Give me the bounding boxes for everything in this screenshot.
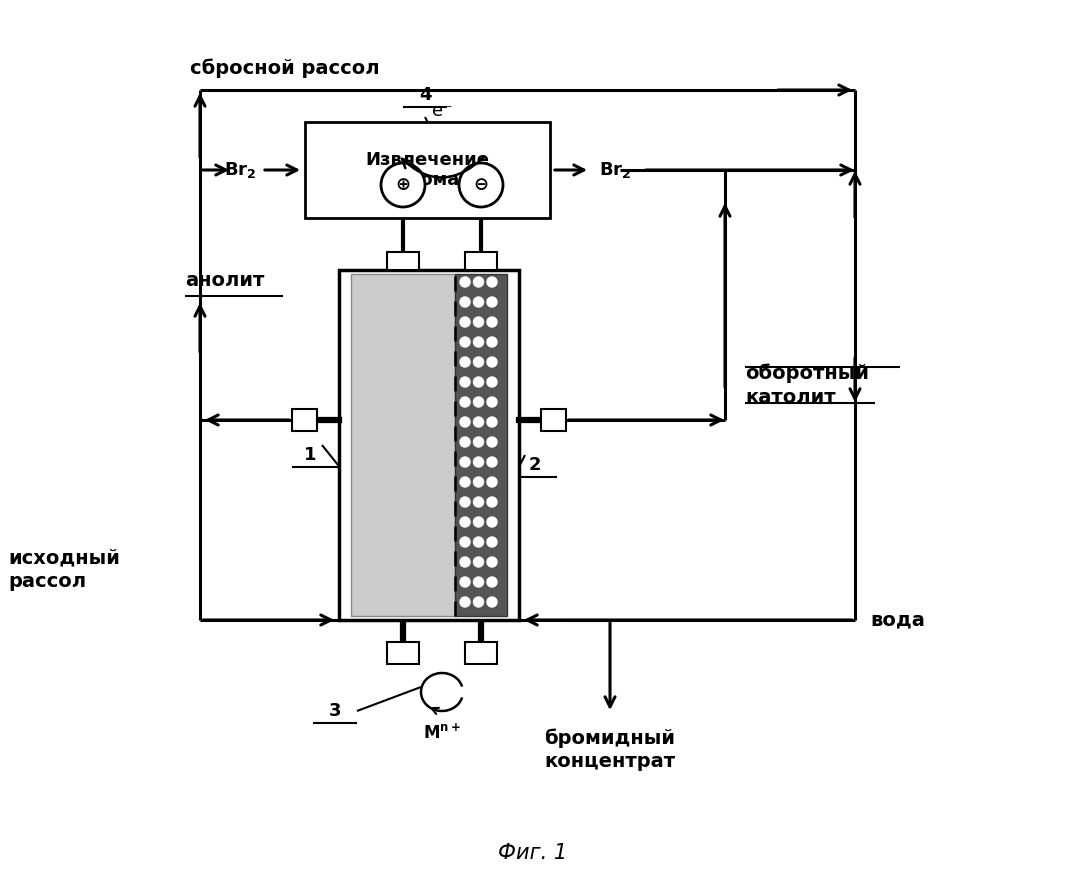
- Circle shape: [461, 477, 470, 487]
- Circle shape: [461, 337, 470, 347]
- Circle shape: [461, 357, 470, 367]
- Circle shape: [487, 597, 497, 607]
- Text: бромидный
концентрат: бромидный концентрат: [545, 728, 676, 771]
- Bar: [542, 409, 566, 431]
- Bar: [305, 122, 550, 218]
- Text: 4: 4: [419, 86, 432, 104]
- Circle shape: [473, 597, 484, 607]
- Circle shape: [487, 357, 497, 367]
- Circle shape: [487, 377, 497, 387]
- Circle shape: [487, 577, 497, 587]
- Circle shape: [473, 337, 484, 347]
- Bar: [465, 642, 497, 664]
- Circle shape: [487, 457, 497, 467]
- Circle shape: [473, 477, 484, 487]
- Circle shape: [473, 297, 484, 307]
- Circle shape: [461, 317, 470, 327]
- Circle shape: [473, 517, 484, 527]
- Circle shape: [461, 497, 470, 507]
- Circle shape: [487, 557, 497, 567]
- Bar: [387, 252, 419, 270]
- Text: 1: 1: [304, 446, 317, 464]
- Circle shape: [473, 277, 484, 287]
- Circle shape: [461, 537, 470, 547]
- Text: e⁻: e⁻: [432, 102, 452, 120]
- Text: анолит: анолит: [185, 270, 264, 290]
- Circle shape: [461, 297, 470, 307]
- Text: ⊕: ⊕: [395, 176, 410, 194]
- Circle shape: [461, 557, 470, 567]
- FancyArrowPatch shape: [402, 157, 484, 178]
- Bar: [455, 274, 507, 616]
- Circle shape: [461, 457, 470, 467]
- Text: ⊖: ⊖: [473, 176, 488, 194]
- Circle shape: [473, 577, 484, 587]
- Circle shape: [487, 537, 497, 547]
- Bar: [465, 252, 497, 270]
- Text: $\mathregular{M^{n+}}$: $\mathregular{M^{n+}}$: [423, 724, 461, 743]
- Circle shape: [461, 517, 470, 527]
- Text: вода: вода: [870, 611, 925, 629]
- Circle shape: [461, 397, 470, 407]
- Circle shape: [487, 317, 497, 327]
- Text: исходный
рассол: исходный рассол: [9, 549, 119, 592]
- Circle shape: [459, 163, 503, 207]
- Circle shape: [487, 517, 497, 527]
- Bar: [339, 270, 519, 620]
- Bar: [387, 642, 419, 664]
- Circle shape: [461, 437, 470, 447]
- Circle shape: [381, 163, 425, 207]
- Circle shape: [487, 497, 497, 507]
- Circle shape: [473, 457, 484, 467]
- Text: 3: 3: [328, 702, 341, 720]
- Circle shape: [473, 357, 484, 367]
- Text: Извлечение
брома: Извлечение брома: [366, 150, 489, 190]
- Circle shape: [487, 397, 497, 407]
- Circle shape: [487, 297, 497, 307]
- Circle shape: [473, 537, 484, 547]
- Circle shape: [487, 437, 497, 447]
- Circle shape: [487, 277, 497, 287]
- Text: оборотный
католит: оборотный католит: [745, 363, 869, 407]
- Circle shape: [461, 277, 470, 287]
- Circle shape: [461, 597, 470, 607]
- Bar: [351, 274, 455, 616]
- Text: $\mathregular{Br_2}$: $\mathregular{Br_2}$: [224, 160, 256, 180]
- Circle shape: [473, 397, 484, 407]
- FancyArrowPatch shape: [431, 708, 439, 714]
- Text: $\mathregular{Br_2}$: $\mathregular{Br_2}$: [599, 160, 631, 180]
- Circle shape: [461, 377, 470, 387]
- Bar: [292, 409, 317, 431]
- Circle shape: [473, 317, 484, 327]
- Circle shape: [487, 337, 497, 347]
- Circle shape: [473, 557, 484, 567]
- Circle shape: [461, 417, 470, 427]
- Circle shape: [487, 417, 497, 427]
- Circle shape: [487, 477, 497, 487]
- Text: Фиг. 1: Фиг. 1: [499, 843, 567, 863]
- Circle shape: [473, 377, 484, 387]
- Circle shape: [461, 577, 470, 587]
- Circle shape: [473, 497, 484, 507]
- Text: 2: 2: [529, 456, 542, 474]
- Circle shape: [473, 417, 484, 427]
- Circle shape: [473, 437, 484, 447]
- Text: сбросной рассол: сбросной рассол: [190, 59, 379, 78]
